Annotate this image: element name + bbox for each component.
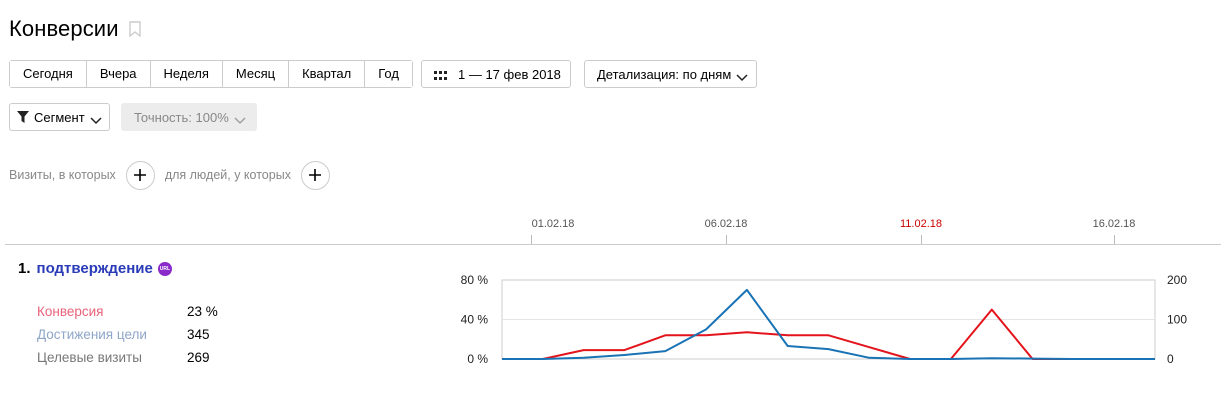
- metric-visits-value: 269: [187, 350, 210, 365]
- y-right-tick-label: 200: [1167, 273, 1187, 287]
- metric-conversion-value: 23 %: [187, 304, 218, 319]
- title-row: Конверсии: [9, 16, 141, 42]
- filter-icon: [17, 111, 29, 123]
- metric-reaches-value: 345: [187, 327, 210, 342]
- y-right-tick-label: 0: [1167, 352, 1174, 366]
- period-year-button[interactable]: Год: [365, 61, 412, 87]
- url-badge-icon: URL: [157, 261, 172, 276]
- segment-label: Сегмент: [34, 109, 85, 125]
- series-line-conversion: [502, 308, 1155, 360]
- y-left-tick-label: 80 %: [461, 273, 489, 287]
- goal-number: 1.: [18, 260, 31, 277]
- conversion-chart: 80 % 40 % 0 % 200 100 0: [461, 273, 1188, 366]
- timeline-tick: [921, 235, 922, 244]
- goal-name-link[interactable]: подтверждение: [36, 260, 153, 277]
- accuracy-dropdown[interactable]: Точность: 100%: [121, 103, 257, 131]
- timeline-date-weekend: 11.02.18: [899, 218, 943, 230]
- metric-visits-label: Целевые визиты: [37, 350, 142, 365]
- add-people-condition-button[interactable]: [300, 160, 330, 190]
- plus-icon: [309, 169, 322, 181]
- timeline-tick: [531, 235, 532, 244]
- period-yesterday-button[interactable]: Вчера: [86, 61, 151, 87]
- timeline-date: 16.02.18: [1092, 218, 1136, 230]
- chevron-down-icon: [736, 70, 748, 82]
- segment-conditions: Визиты, в которых для людей, у которых: [9, 160, 340, 190]
- y-left-tick-label: 40 %: [461, 313, 489, 327]
- period-quarter-button[interactable]: Квартал: [289, 61, 366, 87]
- period-month-button[interactable]: Месяц: [222, 61, 290, 87]
- chevron-down-icon: [234, 113, 246, 124]
- timeline-tick: [726, 235, 727, 244]
- y-right-tick-label: 100: [1167, 313, 1187, 327]
- period-week-button[interactable]: Неделя: [150, 61, 223, 87]
- timeline-date: 06.02.18: [704, 218, 748, 230]
- series-line-visits: [502, 288, 1155, 360]
- calendar-icon: [434, 69, 448, 80]
- timeline-tick: [1114, 235, 1115, 244]
- date-range-label: 1 — 17 фев 2018: [458, 66, 561, 82]
- timeline-date: 01.02.18: [531, 218, 575, 230]
- people-condition-label: для людей, у которых: [164, 168, 291, 182]
- period-today-button[interactable]: Сегодня: [10, 61, 87, 87]
- goal-title-row: 1. подтверждение URL: [18, 260, 172, 277]
- chevron-down-icon: [90, 113, 102, 125]
- metric-reaches-label: Достижения цели: [37, 327, 147, 342]
- plus-icon: [134, 169, 147, 181]
- page-title: Конверсии: [9, 16, 119, 41]
- detail-label: Детализация: по дням: [597, 66, 732, 82]
- y-left-tick-label: 0 %: [467, 352, 488, 366]
- visits-condition-label: Визиты, в которых: [9, 168, 116, 182]
- divider: [5, 244, 1221, 245]
- accuracy-label: Точность: 100%: [134, 109, 229, 125]
- metric-conversion-label: Конверсия: [37, 304, 104, 319]
- date-range-button[interactable]: 1 — 17 фев 2018: [421, 60, 571, 88]
- add-visit-condition-button[interactable]: [125, 160, 155, 190]
- detail-dropdown[interactable]: Детализация: по дням: [584, 60, 757, 88]
- segment-button[interactable]: Сегмент: [9, 103, 110, 131]
- bookmark-icon[interactable]: [128, 21, 141, 38]
- period-selector: Сегодня Вчера Неделя Месяц Квартал Год: [9, 60, 413, 88]
